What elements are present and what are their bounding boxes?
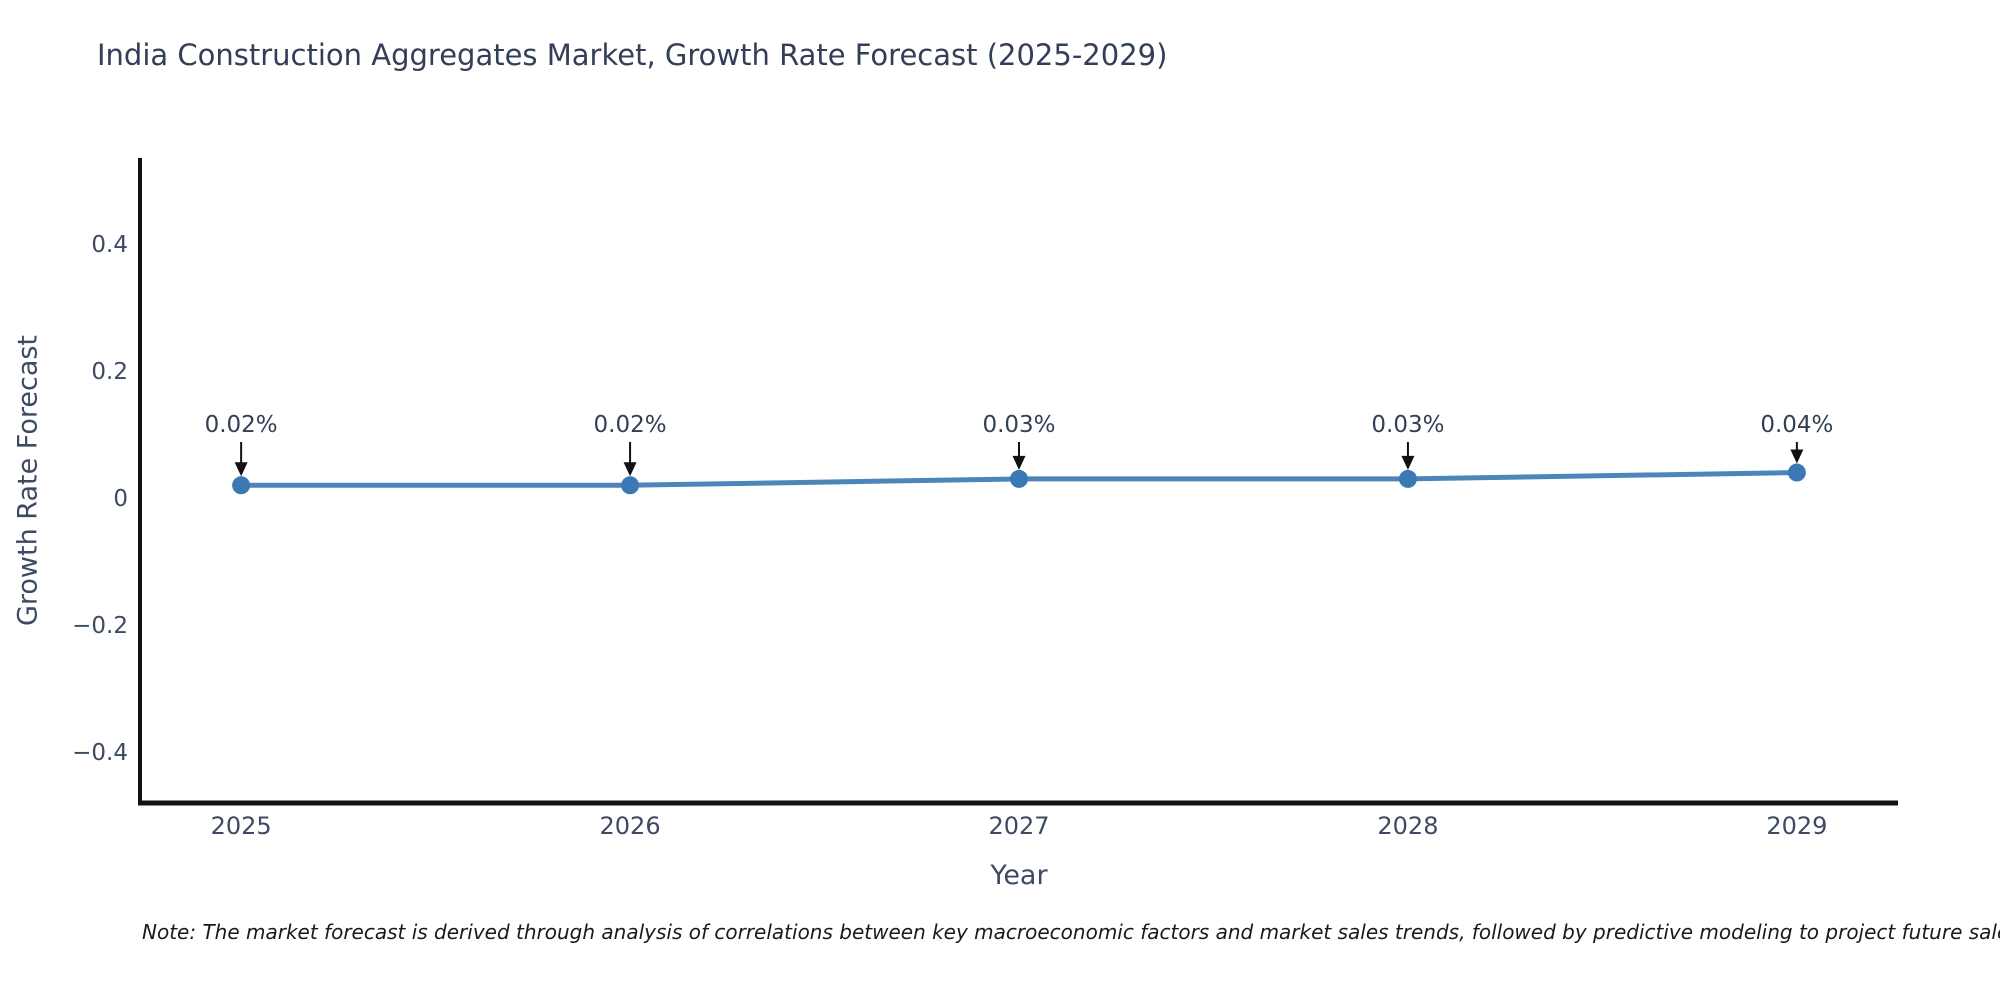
x-tick-label: 2025	[211, 812, 272, 840]
annotation-arrow-head	[234, 462, 248, 477]
point-value-label: 0.04%	[1760, 412, 1833, 438]
data-point-marker	[232, 476, 251, 495]
annotation-arrow-head	[1790, 449, 1804, 464]
y-tick-label: −0.4	[72, 740, 128, 766]
x-tick-label: 2029	[1766, 812, 1827, 840]
data-point-marker	[1787, 463, 1806, 482]
x-tick-label: 2026	[600, 812, 661, 840]
data-point-marker	[1398, 469, 1417, 488]
y-tick-label: 0.4	[91, 232, 128, 258]
y-tick-label: 0	[113, 486, 128, 512]
point-value-label: 0.02%	[205, 412, 278, 438]
point-value-label: 0.02%	[594, 412, 667, 438]
y-tick-label: 0.2	[91, 359, 128, 385]
chart-title: India Construction Aggregates Market, Gr…	[97, 38, 1168, 72]
annotation-arrow-head	[623, 462, 637, 477]
data-point-marker	[621, 476, 640, 495]
point-value-label: 0.03%	[1371, 412, 1444, 438]
point-value-label: 0.03%	[982, 412, 1055, 438]
data-point-marker	[1010, 469, 1028, 488]
y-tick-label: −0.2	[72, 613, 128, 639]
x-tick-label: 2027	[988, 812, 1049, 840]
annotation-arrow-head	[1012, 455, 1026, 470]
x-tick-label: 2028	[1377, 812, 1438, 840]
x-axis-title: Year	[990, 860, 1048, 891]
annotation-arrow-head	[1401, 455, 1415, 470]
footnote: Note: The market forecast is derived thr…	[142, 920, 2000, 944]
